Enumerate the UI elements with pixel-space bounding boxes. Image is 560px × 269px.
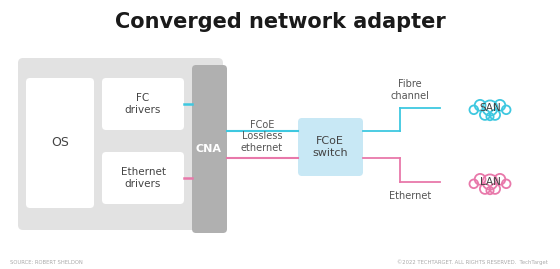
Circle shape (469, 105, 478, 114)
Circle shape (480, 184, 490, 194)
Circle shape (490, 110, 500, 120)
FancyBboxPatch shape (26, 78, 94, 208)
Text: LAN: LAN (479, 177, 501, 187)
Circle shape (482, 100, 497, 116)
Circle shape (487, 187, 493, 194)
Circle shape (490, 184, 500, 194)
Text: Fibre
channel: Fibre channel (390, 79, 430, 101)
Circle shape (487, 113, 493, 120)
Text: FC
drivers: FC drivers (125, 93, 161, 115)
FancyBboxPatch shape (102, 152, 184, 204)
Circle shape (482, 174, 497, 190)
Text: Ethernet
drivers: Ethernet drivers (120, 167, 166, 189)
FancyBboxPatch shape (192, 65, 227, 233)
Text: Lossless
ethernet: Lossless ethernet (241, 131, 283, 153)
FancyBboxPatch shape (298, 118, 363, 176)
Circle shape (475, 100, 486, 111)
Text: Ethernet: Ethernet (389, 191, 431, 201)
Circle shape (494, 174, 505, 185)
Circle shape (469, 179, 478, 188)
Text: Converged network adapter: Converged network adapter (115, 12, 445, 32)
Text: FCoE
switch: FCoE switch (312, 136, 348, 158)
Text: SOURCE: ROBERT SHELDON: SOURCE: ROBERT SHELDON (10, 260, 83, 264)
Text: CNA: CNA (196, 144, 222, 154)
Text: ©2022 TECHTARGET. ALL RIGHTS RESERVED.  TechTarget: ©2022 TECHTARGET. ALL RIGHTS RESERVED. T… (397, 259, 548, 265)
Text: SAN: SAN (479, 103, 501, 113)
FancyBboxPatch shape (102, 78, 184, 130)
Circle shape (502, 179, 511, 188)
Circle shape (480, 110, 490, 120)
Circle shape (502, 105, 511, 114)
Text: FCoE: FCoE (250, 120, 274, 130)
Circle shape (494, 100, 505, 111)
Text: OS: OS (51, 136, 69, 150)
Circle shape (475, 174, 486, 185)
FancyBboxPatch shape (18, 58, 223, 230)
